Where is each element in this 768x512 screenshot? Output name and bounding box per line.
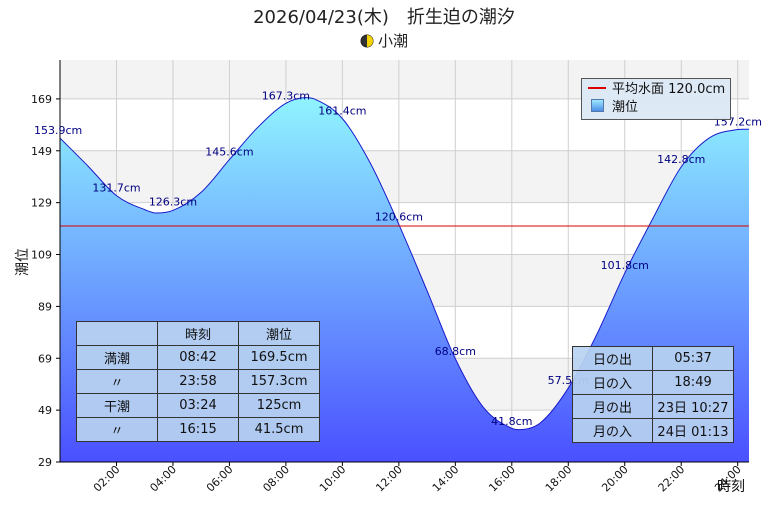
chart-title: 2026/04/23(木) 折生迫の潮汐 bbox=[253, 7, 515, 28]
legend-line-swatch bbox=[588, 87, 606, 89]
moon-phase: 小潮 bbox=[0, 30, 768, 51]
x-tick-label: 20:00 bbox=[599, 463, 631, 495]
y-axis-label: 潮位 bbox=[15, 248, 31, 276]
data-label: 145.6cm bbox=[205, 146, 253, 159]
data-label: 153.9cm bbox=[34, 124, 82, 137]
tide-type-cell: 〃 bbox=[76, 417, 158, 442]
y-tick-label: 129 bbox=[31, 197, 52, 210]
data-label: 131.7cm bbox=[92, 182, 140, 195]
tide-type-cell: 〃 bbox=[76, 369, 158, 394]
x-axis-label: 時刻 bbox=[717, 479, 745, 495]
legend-mean-label: 平均水面 120.0cm bbox=[612, 82, 726, 97]
sun-moon-table: 日の出 05:37 日の入 18:49 月の出 23日 10:27 月の入 24… bbox=[572, 346, 734, 443]
data-label: 41.8cm bbox=[491, 415, 532, 428]
tide-table-header: 時刻 潮位 bbox=[76, 321, 320, 346]
x-tick-label: 18:00 bbox=[543, 463, 575, 495]
sun-moon-value-cell: 23日 10:27 bbox=[652, 394, 734, 419]
tide-time-cell: 16:15 bbox=[157, 417, 239, 442]
x-tick-label: 04:00 bbox=[147, 463, 179, 495]
sun-moon-value-cell: 05:37 bbox=[652, 346, 734, 371]
table-row: 満潮 08:42 169.5cm bbox=[76, 345, 320, 370]
table-row: 日の出 05:37 bbox=[572, 346, 734, 371]
x-tick-label: 02:00 bbox=[91, 463, 123, 495]
tide-table-header-cell bbox=[76, 321, 158, 346]
x-tick-label: 22:00 bbox=[656, 463, 688, 495]
tide-time-cell: 23:58 bbox=[157, 369, 239, 394]
tide-level-cell: 169.5cm bbox=[238, 345, 320, 370]
grid-band bbox=[60, 150, 749, 203]
tide-time-cell: 08:42 bbox=[157, 345, 239, 370]
table-row: 〃 23:58 157.3cm bbox=[76, 369, 320, 394]
data-label: 142.8cm bbox=[657, 153, 705, 166]
table-row: 月の出 23日 10:27 bbox=[572, 394, 734, 419]
legend-tide-label: 潮位 bbox=[612, 100, 639, 115]
x-tick-label: 12:00 bbox=[373, 463, 405, 495]
data-label: 126.3cm bbox=[149, 196, 197, 209]
data-label: 101.8cm bbox=[601, 259, 649, 272]
x-tick-label: 08:00 bbox=[260, 463, 292, 495]
chart-legend: 平均水面 120.0cm 潮位 bbox=[581, 78, 731, 120]
y-tick-label: 89 bbox=[38, 300, 52, 313]
x-tick-label: 06:00 bbox=[204, 463, 236, 495]
sun-moon-key-cell: 日の出 bbox=[572, 346, 653, 371]
data-label: 68.8cm bbox=[435, 345, 476, 358]
y-tick-label: 109 bbox=[31, 249, 52, 262]
legend-area-swatch bbox=[591, 99, 604, 112]
legend-item-tide: 潮位 bbox=[588, 99, 638, 117]
sun-moon-key-cell: 月の出 bbox=[572, 394, 653, 419]
table-row: 月の入 24日 01:13 bbox=[572, 418, 734, 443]
sun-moon-value-cell: 18:49 bbox=[652, 370, 734, 395]
y-tick-label: 29 bbox=[38, 456, 52, 469]
tide-table-header-cell: 潮位 bbox=[238, 321, 320, 346]
y-tick-label: 149 bbox=[31, 145, 52, 158]
tide-curve bbox=[60, 97, 749, 431]
y-tick-label: 169 bbox=[31, 93, 52, 106]
legend-item-mean: 平均水面 120.0cm bbox=[588, 81, 725, 99]
x-tick-label: 14:00 bbox=[430, 463, 462, 495]
table-row: 干潮 03:24 125cm bbox=[76, 393, 320, 418]
data-label: 120.6cm bbox=[375, 210, 423, 223]
tide-type-cell: 満潮 bbox=[76, 345, 158, 370]
sun-moon-key-cell: 月の入 bbox=[572, 418, 653, 443]
y-tick-label: 69 bbox=[38, 352, 52, 365]
tide-level-cell: 41.5cm bbox=[238, 417, 320, 442]
table-row: 日の入 18:49 bbox=[572, 370, 734, 395]
tide-time-cell: 03:24 bbox=[157, 393, 239, 418]
tide-table-header-cell: 時刻 bbox=[157, 321, 239, 346]
moon-phase-label: 小潮 bbox=[377, 32, 408, 50]
x-tick-label: 10:00 bbox=[317, 463, 349, 495]
half-moon-icon bbox=[360, 34, 374, 48]
data-label: 161.4cm bbox=[318, 105, 366, 118]
table-row: 〃 16:15 41.5cm bbox=[76, 417, 320, 442]
tide-level-cell: 157.3cm bbox=[238, 369, 320, 394]
tide-table: 時刻 潮位 満潮 08:42 169.5cm 〃 23:58 157.3cm 干… bbox=[76, 321, 320, 442]
x-tick-label: 16:00 bbox=[486, 463, 518, 495]
y-tick-label: 49 bbox=[38, 404, 52, 417]
tide-level-cell: 125cm bbox=[238, 393, 320, 418]
tide-type-cell: 干潮 bbox=[76, 393, 158, 418]
sun-moon-key-cell: 日の入 bbox=[572, 370, 653, 395]
data-label: 167.3cm bbox=[262, 89, 310, 102]
sun-moon-value-cell: 24日 01:13 bbox=[652, 418, 734, 443]
